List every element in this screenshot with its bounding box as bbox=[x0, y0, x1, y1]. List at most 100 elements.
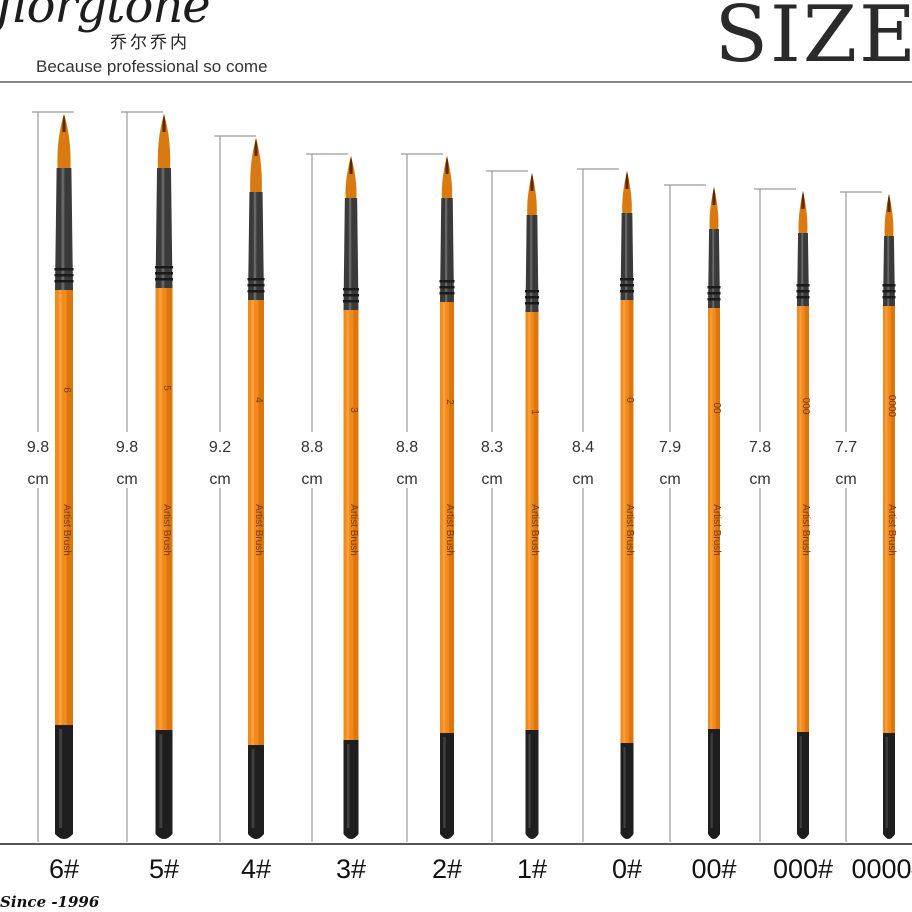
brand-chinese-name: 乔尔乔内 bbox=[110, 33, 190, 53]
ferrule-shine bbox=[530, 215, 533, 312]
length-unit: cm bbox=[27, 471, 48, 488]
brand-logo-script: Jiorgtone bbox=[0, 0, 211, 34]
handle-highlight bbox=[346, 310, 350, 740]
handle-highlight bbox=[442, 302, 446, 733]
ferrule-crimp bbox=[155, 266, 173, 269]
handle-highlight bbox=[158, 288, 162, 730]
end-cap-shine bbox=[159, 734, 163, 828]
handle-artist-brush: Artist Brush bbox=[529, 504, 540, 556]
length-value: 8.4 bbox=[572, 439, 594, 456]
label-backdrop bbox=[826, 432, 866, 488]
brush-1#: 8.3 cm 1 Artist Brush 1# bbox=[472, 170, 547, 884]
label-backdrop bbox=[292, 432, 332, 488]
ferrule-crimp bbox=[439, 292, 455, 295]
size-label: 0# bbox=[612, 854, 642, 884]
end-cap bbox=[883, 733, 895, 839]
handle-shade bbox=[353, 310, 359, 740]
brush-00#: 7.9 cm 00 Artist Brush 00# bbox=[650, 184, 737, 884]
ferrule-crimp bbox=[525, 290, 539, 293]
ferrule-crimp bbox=[343, 300, 359, 303]
ferrule-crimp bbox=[525, 296, 539, 299]
size-label: 2# bbox=[432, 854, 462, 884]
size-label: 1# bbox=[517, 854, 547, 884]
label-backdrop bbox=[650, 432, 690, 488]
bristle-tip bbox=[622, 171, 632, 213]
baseline-divider bbox=[0, 843, 912, 845]
ferrule-crimp bbox=[620, 278, 634, 281]
handle-artist-brush: Artist Brush bbox=[253, 504, 264, 556]
length-unit: cm bbox=[396, 471, 417, 488]
ferrule-crimp bbox=[247, 284, 265, 287]
ferrule-shine bbox=[801, 233, 804, 306]
length-value: 7.8 bbox=[749, 439, 771, 456]
length-value: 8.8 bbox=[301, 439, 323, 456]
ferrule-crimp bbox=[54, 274, 74, 277]
handle-artist-brush: Artist Brush bbox=[800, 504, 811, 556]
bristle-tip-dark bbox=[530, 173, 534, 191]
ferrule-crimp bbox=[343, 294, 359, 297]
end-cap bbox=[248, 745, 264, 839]
ferrule-crimp bbox=[247, 290, 265, 293]
handle-shade bbox=[449, 302, 454, 733]
handle-highlight bbox=[251, 300, 254, 745]
handle-shade bbox=[258, 300, 264, 745]
length-unit: cm bbox=[481, 471, 502, 488]
size-label: 4# bbox=[241, 854, 271, 884]
ferrule-crimp bbox=[707, 298, 721, 301]
end-cap bbox=[797, 732, 809, 839]
length-value: 8.8 bbox=[396, 439, 418, 456]
ferrule-shine bbox=[61, 168, 65, 290]
ferrule-crimp bbox=[54, 268, 74, 271]
bristle-tip-dark bbox=[162, 114, 166, 132]
end-cap-shine bbox=[623, 747, 626, 828]
ferrule-shine bbox=[348, 198, 352, 310]
handle-number: 0000 bbox=[886, 395, 897, 418]
ferrule-crimp bbox=[796, 296, 810, 299]
handle-number: 6 bbox=[61, 387, 72, 393]
bristle-tip-dark bbox=[349, 156, 353, 174]
handle-artist-brush: Artist Brush bbox=[624, 504, 635, 556]
handle-shade bbox=[890, 306, 895, 733]
brand-tagline: Because professional so come bbox=[36, 57, 268, 76]
handle-shade bbox=[804, 306, 809, 732]
brush-000#: 7.8 cm 000 Artist Brush 000# bbox=[740, 188, 833, 884]
handle-number: 4 bbox=[253, 397, 264, 403]
brush-3#: 8.8 cm 3 Artist Brush 3# bbox=[292, 153, 366, 884]
handle-number: 3 bbox=[348, 407, 359, 413]
end-cap-shine bbox=[346, 744, 350, 828]
ferrule-crimp bbox=[882, 290, 896, 293]
bristle-tip-dark bbox=[62, 114, 66, 132]
handle-number: 5 bbox=[161, 385, 172, 391]
size-label: 3# bbox=[336, 854, 366, 884]
handle-artist-brush: Artist Brush bbox=[61, 504, 72, 556]
ferrule-shine bbox=[625, 213, 628, 300]
handle-artist-brush: Artist Brush bbox=[711, 504, 722, 556]
end-cap bbox=[55, 725, 73, 839]
ferrule-crimp bbox=[620, 284, 634, 287]
label-backdrop bbox=[18, 432, 58, 488]
label-backdrop bbox=[107, 432, 147, 488]
bristle-tip-dark bbox=[801, 191, 805, 209]
length-value: 7.7 bbox=[835, 439, 857, 456]
label-backdrop bbox=[472, 432, 512, 488]
handle-artist-brush: Artist Brush bbox=[444, 504, 455, 556]
label-backdrop bbox=[387, 432, 427, 488]
since-footer: Since -1996 bbox=[0, 893, 100, 911]
brush-0#: 8.4 cm 0 Artist Brush 0# bbox=[563, 168, 642, 884]
handle-highlight bbox=[528, 312, 531, 730]
ferrule-crimp bbox=[439, 280, 455, 283]
length-value: 8.3 bbox=[481, 439, 503, 456]
end-cap-shine bbox=[443, 737, 446, 828]
length-unit: cm bbox=[209, 471, 230, 488]
ferrule-shine bbox=[444, 198, 448, 302]
page-title: SIZE bbox=[714, 0, 912, 80]
ferrule-crimp bbox=[882, 296, 896, 299]
ferrule-crimp bbox=[54, 280, 74, 283]
end-cap bbox=[440, 733, 454, 839]
size-label: 0000# bbox=[851, 854, 912, 884]
ferrule-shine bbox=[887, 236, 890, 306]
header-divider bbox=[0, 81, 912, 83]
bristle-tip bbox=[345, 156, 357, 198]
ferrule-shine bbox=[712, 229, 715, 308]
end-cap bbox=[343, 740, 359, 839]
